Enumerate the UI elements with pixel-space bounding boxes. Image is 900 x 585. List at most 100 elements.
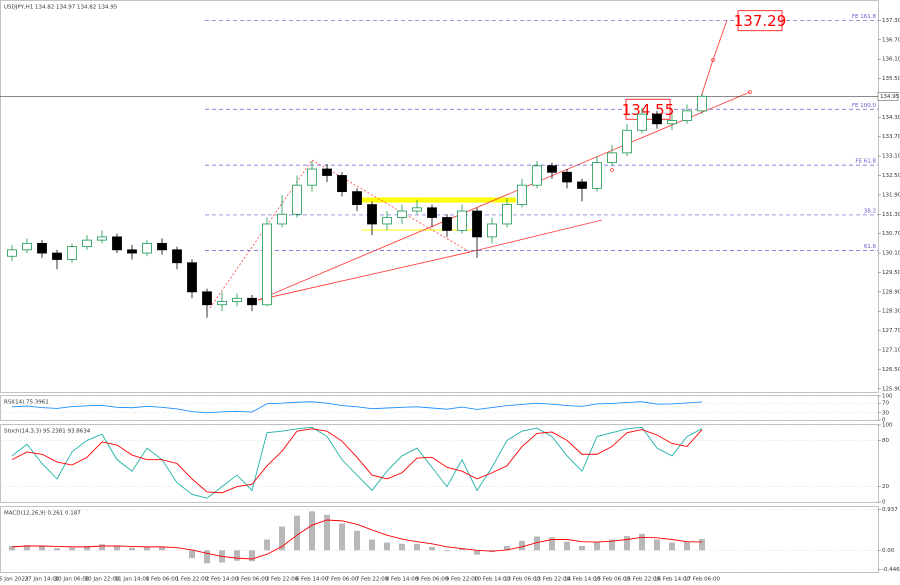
histogram-bar — [549, 537, 555, 551]
histogram-bar — [99, 544, 105, 551]
x-tick-label: 1 Feb 22:00 — [176, 577, 209, 583]
histogram-bar — [414, 543, 420, 551]
candle-body — [697, 95, 707, 112]
candle-body — [607, 152, 617, 163]
y-tick-label: 100 — [882, 423, 893, 429]
current-price-label: 134.95 — [880, 94, 900, 100]
histogram-bar — [279, 526, 285, 551]
trend-line — [469, 219, 603, 253]
candle-body — [622, 129, 632, 154]
candle-body — [412, 207, 422, 212]
y-tick-label: 126.50 — [882, 367, 900, 373]
histogram-bar — [519, 540, 525, 551]
candle-body — [202, 291, 212, 306]
x-tick-label: 13 Feb 22:00 — [534, 577, 571, 583]
candle-body — [82, 239, 92, 247]
x-tick-label: 26 Jan 2023 — [0, 577, 29, 583]
candle-body — [67, 246, 77, 260]
indicator-line — [11, 401, 703, 414]
y-tick-label: 133.70 — [882, 134, 900, 140]
candle-body — [112, 236, 122, 251]
candle-body — [397, 210, 407, 218]
projection-point — [610, 168, 614, 172]
candle-body — [97, 236, 107, 241]
histogram-bar — [189, 550, 195, 559]
x-tick-label: 15 Feb 06:00 — [594, 577, 631, 583]
main-pane — [0, 0, 879, 393]
candle-body — [367, 204, 377, 225]
candle-body — [577, 181, 587, 189]
x-tick-label: 13 Feb 06:00 — [504, 577, 541, 583]
candle-body — [472, 210, 482, 238]
histogram-bar — [249, 550, 255, 562]
candle-body — [517, 184, 527, 205]
swing-line — [209, 159, 471, 309]
x-tick-label: 7 Feb 06:00 — [326, 577, 359, 583]
projection-point — [711, 58, 715, 62]
histogram-bar — [39, 546, 45, 551]
y-tick-label: 30 — [882, 410, 889, 416]
candle-body — [232, 297, 242, 302]
histogram-bar — [429, 546, 435, 551]
y-tick-label: 80 — [882, 438, 889, 444]
candle-body — [292, 184, 302, 215]
histogram-bar — [324, 514, 330, 551]
histogram-bar — [84, 546, 90, 551]
histogram-bar — [9, 546, 15, 551]
candle-body — [427, 207, 437, 218]
histogram-bar — [24, 545, 30, 551]
drawings — [209, 19, 752, 309]
trend-line — [257, 251, 471, 301]
indicator-line — [11, 428, 703, 494]
candle-body — [487, 223, 497, 238]
histogram-bar — [369, 539, 375, 551]
candle-body — [307, 168, 317, 186]
y-tick-label: -0.446 — [882, 567, 900, 573]
histogram-bar — [264, 539, 270, 551]
x-tick-label: 16 Feb 14:00 — [654, 577, 691, 583]
current-price-tag — [877, 92, 899, 101]
fib-level-label: 38.2 — [864, 208, 876, 214]
fib-level-label: FE 161.8 — [852, 14, 877, 20]
y-tick-label: 130.70 — [882, 231, 900, 237]
histogram-bar — [534, 536, 540, 551]
y-tick-label: 131.90 — [882, 192, 900, 198]
candle-body — [682, 110, 692, 121]
x-tick-label: 2 Feb 14:00 — [206, 577, 239, 583]
pane-title: Stoch(14,3,3) 95.2381 93.8634 — [4, 429, 91, 435]
x-tick-label: 10 Feb 14:00 — [474, 577, 511, 583]
y-tick-label: 0 — [882, 418, 886, 424]
histogram-bar — [69, 547, 75, 551]
y-tick-label: 127.70 — [882, 328, 900, 334]
candle-body — [142, 242, 152, 254]
indicator-line — [11, 426, 703, 499]
fib-level-label: 61.8 — [864, 244, 877, 250]
y-tick-label: 131.30 — [882, 212, 900, 218]
histogram-bar — [144, 546, 150, 551]
target-box — [737, 10, 783, 32]
candle-body — [667, 120, 677, 125]
candle-body — [502, 204, 512, 225]
candle-body — [637, 113, 647, 131]
x-tick-label: 30 Jan 06:00 — [55, 577, 90, 583]
y-tick-label: 100 — [882, 394, 893, 400]
y-tick-label: 135.50 — [882, 76, 900, 82]
histogram-bar — [159, 547, 165, 551]
fib-level-label: FE 61.8 — [855, 159, 876, 165]
x-tick-label: 7 Feb 22:00 — [356, 577, 389, 583]
histogram-bar — [384, 542, 390, 551]
trend-line — [257, 91, 751, 301]
y-tick-label: 70 — [882, 401, 889, 407]
histogram-bar — [624, 536, 630, 551]
candle-body — [592, 162, 602, 189]
x-tick-label: 9 Feb 22:00 — [446, 577, 479, 583]
candle-body — [157, 242, 167, 251]
pane-title: RSI(14) 75.3961 — [4, 400, 49, 406]
x-tick-label: 8 Feb 14:00 — [386, 577, 419, 583]
x-tick-label: 3 Feb 22:00 — [266, 577, 299, 583]
y-tick-label: 20 — [882, 484, 889, 490]
candle-body — [262, 223, 272, 306]
histogram-bar — [654, 539, 660, 551]
x-tick-label: 31 Jan 14:00 — [115, 577, 150, 583]
